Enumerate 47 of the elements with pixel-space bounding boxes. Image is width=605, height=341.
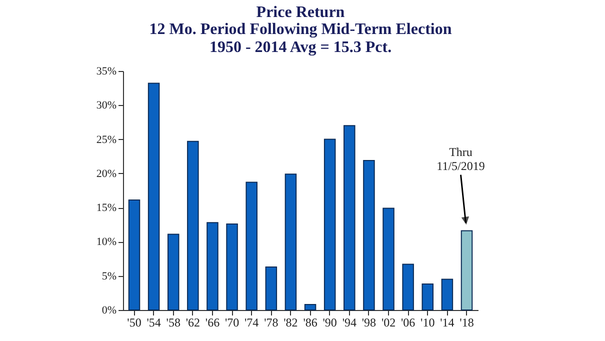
x-tick-label: '74: [244, 316, 259, 330]
y-tick-label: 35%: [96, 66, 116, 78]
x-tick-label: '54: [146, 316, 161, 330]
bar: [402, 264, 414, 310]
y-tick-label: 30%: [96, 100, 116, 112]
x-tick-label: '50: [127, 316, 142, 330]
bar: [246, 182, 258, 310]
bar: [304, 304, 316, 310]
chart-subtitle: 12 Mo. Period Following Mid-Term Election 1950 - 2014 Avg = 15.3 Pct.: [149, 21, 452, 56]
y-tick-label: 5%: [102, 270, 116, 282]
bar: [187, 140, 199, 310]
bar: [206, 222, 218, 310]
bar: [460, 230, 473, 310]
y-tick-label: 10%: [96, 236, 116, 248]
x-tick-label: '18: [460, 316, 474, 330]
bar: [324, 138, 336, 310]
x-tick-label: '90: [322, 316, 337, 330]
annotation: Thru 11/5/2019: [436, 144, 485, 173]
x-tick-label: '82: [284, 316, 298, 330]
y-tick-label: 20%: [96, 168, 116, 180]
chart-title: Price Return: [256, 4, 345, 21]
bar: [344, 125, 356, 310]
y-tick-label: 25%: [96, 134, 116, 146]
x-tick-label: '94: [342, 316, 356, 330]
x-tick-label: '06: [400, 316, 416, 330]
bar: [441, 278, 454, 310]
x-tick-label: '70: [224, 316, 240, 330]
bar: [284, 174, 297, 310]
bar: [363, 160, 375, 310]
y-tick-label: 15%: [96, 202, 116, 214]
y-tick-label: 0%: [102, 304, 116, 316]
bar: [148, 82, 160, 310]
x-tick-label: '78: [264, 316, 278, 330]
bar: [167, 234, 180, 310]
x-tick-label: '86: [303, 316, 318, 330]
bar: [265, 266, 278, 310]
x-tick-label: '66: [205, 316, 220, 330]
bar: [226, 223, 238, 310]
bar: [422, 284, 434, 310]
x-tick-label: '10: [420, 316, 435, 330]
bar: [128, 200, 140, 310]
x-tick-label: '62: [186, 316, 200, 330]
bar: [382, 208, 394, 310]
x-tick-label: '14: [440, 316, 454, 330]
x-tick-label: '58: [166, 316, 180, 330]
x-tick-label: '02: [381, 316, 396, 330]
x-tick-label: '98: [362, 316, 376, 330]
